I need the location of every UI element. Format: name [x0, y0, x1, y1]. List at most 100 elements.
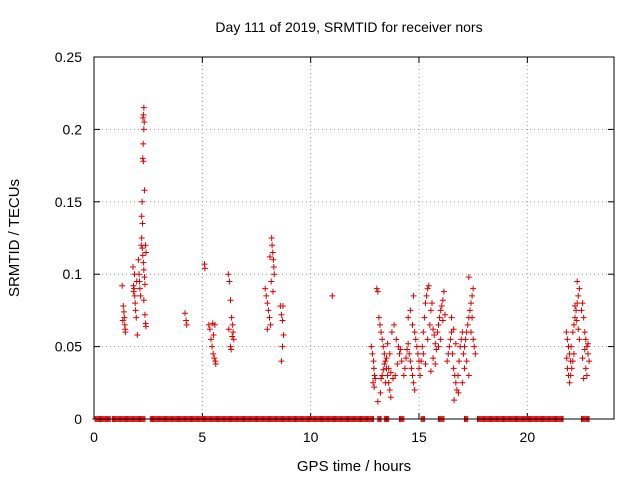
data-point	[120, 308, 127, 315]
data-point	[408, 365, 415, 372]
data-point	[211, 355, 218, 362]
data-point	[405, 340, 412, 347]
data-point	[227, 297, 234, 304]
y-axis-label: SRMTID / TECUs	[6, 179, 23, 297]
data-point	[568, 365, 575, 372]
data-point	[266, 314, 273, 321]
y-tick-label: 0.2	[63, 121, 83, 137]
data-point	[451, 397, 458, 404]
data-point	[425, 282, 432, 289]
data-point	[369, 350, 376, 357]
data-point	[230, 336, 237, 343]
data-point	[371, 384, 378, 391]
data-point	[270, 263, 277, 270]
data-point	[461, 343, 468, 350]
data-point	[405, 314, 412, 321]
data-point	[269, 288, 276, 295]
data-point	[436, 314, 443, 321]
data-point	[422, 360, 429, 367]
data-point	[270, 256, 277, 263]
data-point	[383, 355, 390, 362]
y-tick-label: 0.05	[55, 339, 82, 355]
data-point	[228, 314, 235, 321]
data-point	[387, 394, 394, 401]
data-point	[229, 321, 236, 328]
data-point	[141, 281, 148, 288]
data-point	[461, 365, 468, 372]
data-point	[140, 140, 147, 147]
data-point	[212, 360, 219, 367]
data-point	[119, 317, 126, 324]
data-point	[140, 266, 147, 273]
data-point	[426, 321, 433, 328]
data-point	[448, 314, 455, 321]
data-point	[374, 288, 381, 295]
data-point	[139, 114, 146, 121]
data-point	[450, 326, 457, 333]
data-point	[269, 249, 276, 256]
data-point	[137, 292, 144, 299]
data-point	[579, 300, 586, 307]
data-point	[381, 360, 388, 367]
data-point	[437, 307, 444, 314]
data-point	[470, 285, 477, 292]
data-point	[464, 321, 471, 328]
data-point	[581, 346, 588, 353]
data-point	[401, 365, 408, 372]
x-tick-label: 5	[198, 429, 206, 445]
data-point	[134, 332, 141, 339]
data-point	[264, 326, 271, 333]
data-point	[459, 379, 466, 386]
data-point	[140, 126, 147, 133]
data-point	[278, 358, 285, 365]
data-point	[400, 372, 407, 379]
data-point	[138, 213, 145, 220]
data-point	[378, 329, 385, 336]
data-point	[576, 285, 583, 292]
data-point	[424, 285, 431, 292]
data-point	[136, 271, 143, 278]
data-point	[139, 252, 146, 259]
data-point	[377, 321, 383, 328]
data-point	[210, 332, 217, 339]
data-point	[370, 358, 377, 365]
data-point	[469, 292, 476, 299]
plot-frame	[93, 56, 615, 420]
data-point	[407, 358, 414, 365]
data-point	[136, 285, 143, 292]
data-point	[582, 365, 589, 372]
data-point	[227, 343, 234, 350]
data-point	[131, 292, 138, 299]
x-tick-label: 10	[303, 429, 319, 445]
data-point	[460, 350, 467, 357]
data-point	[572, 303, 578, 310]
data-point	[370, 379, 377, 386]
data-point	[420, 329, 427, 336]
data-point	[435, 343, 442, 350]
data-point	[573, 317, 580, 324]
data-point	[208, 336, 214, 343]
data-point	[437, 336, 444, 343]
x-tick-label: 15	[411, 429, 427, 445]
data-point	[569, 358, 576, 365]
data-point	[388, 329, 395, 336]
axis-ticks: 0 5 10 15 20 0 0.05 0.1 0.15 0.2 0.25	[55, 49, 614, 445]
data-point	[410, 292, 417, 299]
data-point	[139, 198, 146, 205]
data-point	[578, 307, 585, 314]
data-point	[393, 336, 400, 343]
data-point	[143, 249, 149, 256]
data-point	[183, 317, 190, 324]
data-point	[140, 104, 147, 111]
data-point	[403, 355, 409, 362]
data-point	[263, 292, 270, 299]
data-point	[382, 358, 389, 365]
data-point	[407, 307, 414, 314]
data-point	[130, 282, 137, 289]
data-point	[418, 358, 425, 365]
data-point	[384, 340, 391, 347]
data-point	[585, 340, 591, 347]
data-point	[229, 333, 236, 340]
data-point	[427, 307, 434, 314]
